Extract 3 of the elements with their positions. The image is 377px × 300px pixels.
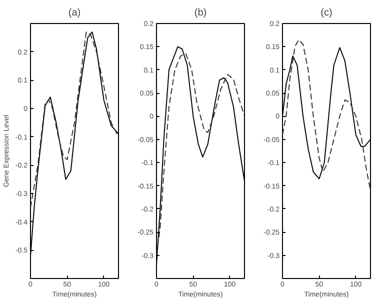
chart-title: (b)	[194, 8, 207, 18]
chart-title: (c)	[320, 8, 332, 18]
chart-title: (a)	[68, 8, 81, 18]
